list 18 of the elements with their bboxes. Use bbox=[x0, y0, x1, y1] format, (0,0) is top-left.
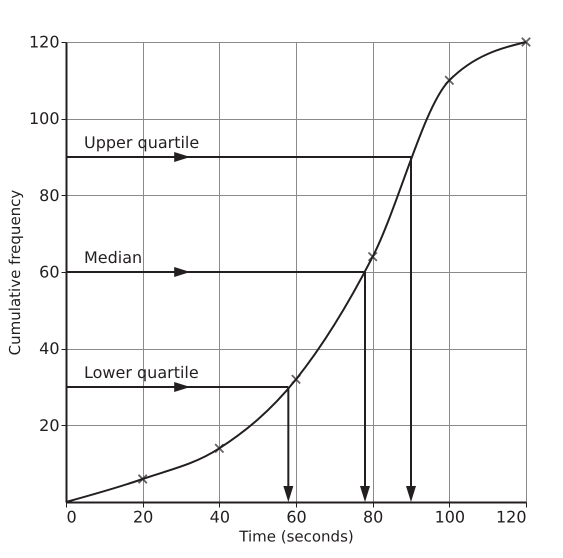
y-tick-label: 120 bbox=[28, 32, 60, 52]
y-tick-label: 80 bbox=[39, 186, 60, 205]
y-tick-label: 20 bbox=[39, 416, 60, 435]
x-tick-label: 0 bbox=[66, 508, 77, 526]
x-tick-label: 20 bbox=[132, 508, 154, 526]
x-axis-title: Time (seconds) bbox=[238, 528, 354, 546]
x-tick-label: 60 bbox=[286, 508, 307, 526]
x-tick-label: 100 bbox=[434, 508, 466, 526]
y-tick-label: 40 bbox=[39, 339, 60, 358]
y-tick-label: 60 bbox=[39, 262, 60, 282]
annotation: Median bbox=[84, 248, 142, 267]
x-tick-label: 120 bbox=[496, 508, 526, 526]
y-tick-label: 100 bbox=[28, 109, 60, 128]
annotation: Lower quartile bbox=[84, 363, 199, 382]
x-tick-label: 80 bbox=[362, 508, 384, 526]
y-axis-title: Cumulative frequency bbox=[6, 190, 24, 356]
annotation: Upper quartile bbox=[84, 133, 200, 152]
x-tick-label: 40 bbox=[210, 508, 230, 526]
